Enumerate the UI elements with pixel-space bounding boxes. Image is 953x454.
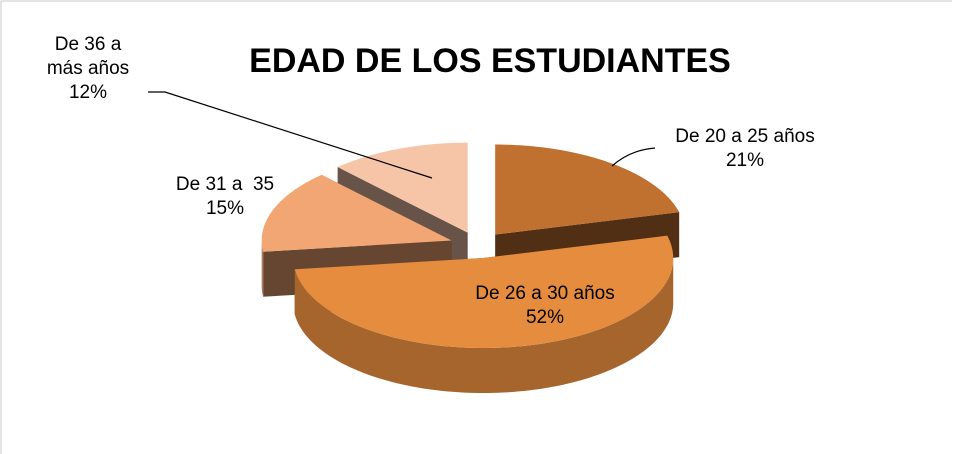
data-label: De 31 a 35 15% [150, 173, 300, 221]
slice-side [294, 257, 674, 394]
pie-slice [337, 142, 468, 233]
data-label: De 20 a 25 años 21% [655, 125, 835, 173]
chart-title: EDAD DE LOS ESTUDIANTES [249, 42, 731, 80]
data-label: De 36 a más años 12% [28, 33, 148, 105]
data-label: De 26 a 30 años 52% [440, 282, 650, 330]
pie-slice [495, 144, 680, 235]
pie-slice [261, 174, 452, 252]
category-label: De 20 a 25 años [675, 126, 815, 147]
category-label: De 31 a 35 [175, 174, 275, 195]
percent-label: 21% [725, 150, 765, 171]
category-label: De 26 a 30 años [475, 283, 615, 304]
leader-line [148, 91, 433, 179]
percent-label: 52% [525, 307, 565, 328]
percent-label: 12% [68, 82, 108, 103]
slice-side [261, 239, 264, 297]
pie-slice [294, 235, 674, 348]
category-label: De 36 a más años [46, 34, 130, 79]
pie [261, 142, 680, 394]
percent-label: 15% [205, 198, 245, 219]
leader-line [611, 147, 656, 167]
